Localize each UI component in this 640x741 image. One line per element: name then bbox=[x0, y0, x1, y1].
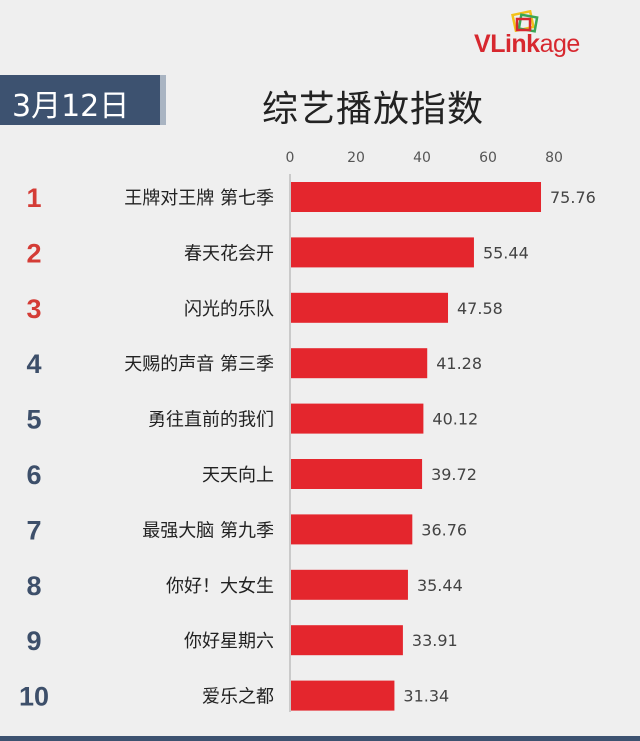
rank-number: 8 bbox=[26, 571, 41, 601]
category-label: 勇往直前的我们 bbox=[148, 410, 274, 431]
value-label: 33.91 bbox=[412, 631, 458, 650]
category-label: 闪光的乐队 bbox=[184, 299, 274, 320]
rank-number: 3 bbox=[26, 294, 41, 324]
category-label: 爱乐之都 bbox=[202, 687, 274, 708]
x-tick-label: 20 bbox=[347, 150, 365, 166]
bar bbox=[291, 625, 403, 656]
rank-number: 7 bbox=[26, 515, 41, 545]
category-label: 王牌对王牌 第七季 bbox=[124, 188, 274, 209]
x-tick-label: 40 bbox=[413, 150, 431, 166]
rank-number: 5 bbox=[26, 405, 41, 435]
value-label: 39.72 bbox=[431, 465, 477, 484]
footer-bar bbox=[0, 736, 640, 741]
category-label: 最强大脑 第九季 bbox=[142, 520, 274, 541]
logo-emblem-icon bbox=[511, 10, 539, 33]
value-label: 41.28 bbox=[436, 354, 482, 373]
vlinkage-logo: VLinkage bbox=[468, 10, 628, 60]
rank-number: 1 bbox=[26, 183, 41, 213]
bar bbox=[291, 292, 449, 323]
value-label: 36.76 bbox=[421, 520, 467, 539]
value-label: 47.58 bbox=[457, 299, 503, 318]
category-label: 你好！大女生 bbox=[166, 576, 274, 597]
bar bbox=[291, 514, 413, 545]
bar bbox=[291, 569, 408, 600]
rank-number: 6 bbox=[26, 460, 41, 490]
page-title: 综艺播放指数 bbox=[262, 89, 485, 130]
x-tick-label: 60 bbox=[479, 150, 497, 166]
rank-number: 2 bbox=[26, 238, 41, 268]
bar bbox=[291, 680, 395, 711]
value-label: 75.76 bbox=[550, 188, 596, 207]
category-label: 天天向上 bbox=[202, 465, 274, 486]
value-label: 31.34 bbox=[403, 687, 449, 706]
date-badge: 3月12日 bbox=[0, 75, 166, 125]
bar bbox=[291, 403, 424, 434]
x-tick-label: 0 bbox=[286, 150, 295, 166]
bar bbox=[291, 237, 474, 268]
category-label: 天赐的声音 第三季 bbox=[124, 354, 274, 375]
value-label: 55.44 bbox=[483, 243, 529, 262]
rank-number: 10 bbox=[19, 682, 49, 712]
bar bbox=[291, 182, 542, 212]
rank-number: 4 bbox=[26, 349, 41, 379]
x-tick-label: 80 bbox=[545, 150, 563, 166]
bar bbox=[291, 348, 428, 379]
value-label: 40.12 bbox=[432, 410, 478, 429]
category-label: 春天花会开 bbox=[184, 243, 274, 264]
category-label: 你好星期六 bbox=[184, 631, 274, 652]
bar bbox=[291, 459, 423, 489]
rank-number: 9 bbox=[26, 626, 41, 656]
logo-wordmark: VLinkage bbox=[474, 30, 580, 58]
value-label: 35.44 bbox=[417, 576, 463, 595]
date-label: 3月12日 bbox=[12, 89, 130, 124]
